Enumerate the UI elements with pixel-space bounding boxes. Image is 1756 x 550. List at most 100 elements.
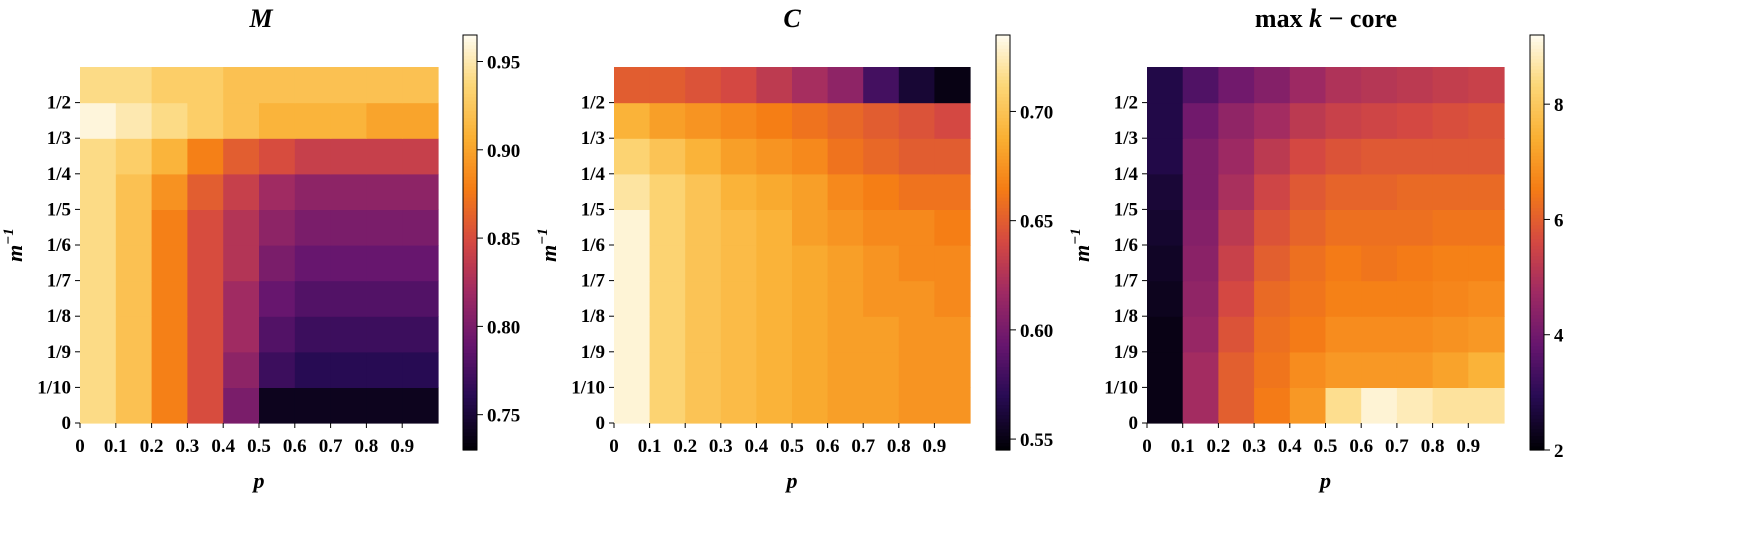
colorbar-segment	[463, 35, 477, 40]
heatmap-cell	[187, 316, 224, 353]
x-tick-label: 0	[75, 436, 85, 457]
heatmap-cell	[223, 316, 260, 353]
colorbar-segment	[1530, 322, 1544, 327]
x-axis-label: p	[1318, 468, 1331, 493]
colorbar-tick-label: 0.90	[487, 141, 520, 162]
colorbar-segment	[996, 294, 1010, 299]
y-tick-label: 1/2	[1114, 93, 1138, 114]
colorbar-segment	[996, 97, 1010, 102]
colorbar-segment	[463, 294, 477, 299]
colorbar-segment	[996, 66, 1010, 71]
heatmap-cell	[1468, 102, 1505, 139]
heatmap-cell	[1182, 102, 1219, 139]
heatmap-cell	[649, 316, 686, 353]
colorbar-segment	[463, 190, 477, 195]
colorbar-segment	[1530, 207, 1544, 212]
colorbar-segment	[1530, 73, 1544, 78]
colorbar-segment	[996, 228, 1010, 233]
heatmap-cell	[366, 102, 403, 139]
colorbar-tick-label: 0.70	[1020, 102, 1053, 123]
heatmap-cell	[1147, 351, 1184, 388]
colorbar-segment	[463, 242, 477, 247]
panel-title-part: max	[1255, 4, 1309, 33]
colorbar-segment	[1530, 138, 1544, 143]
heatmap-cell	[756, 67, 793, 104]
colorbar-segment	[996, 239, 1010, 244]
heatmap-cell	[614, 67, 651, 104]
colorbar-segment	[463, 245, 477, 251]
heatmap-cell	[151, 102, 188, 139]
heatmap-cell	[1468, 387, 1505, 424]
colorbar-segment	[996, 284, 1010, 289]
colorbar-segment	[996, 398, 1010, 403]
colorbar-segment	[463, 166, 477, 171]
heatmap-cell	[1289, 387, 1327, 424]
x-tick-label: 0.2	[1207, 436, 1231, 457]
colorbar-segment	[1530, 100, 1544, 105]
heatmap-cell	[1432, 102, 1469, 139]
heatmap-cell	[223, 351, 260, 388]
heatmap-cell	[685, 173, 722, 210]
heatmap-cell	[1147, 102, 1184, 139]
colorbar-segment	[463, 384, 477, 389]
heatmap-cell	[898, 351, 935, 388]
heatmap-cell	[614, 387, 651, 424]
heatmap-cell	[294, 102, 332, 139]
colorbar-segment	[1530, 121, 1544, 126]
heatmap-cell	[366, 245, 403, 282]
heatmap-cell	[1468, 351, 1505, 388]
colorbar-tick-label: 0.75	[487, 406, 520, 427]
colorbar-segment	[996, 443, 1010, 448]
colorbar-segment	[463, 446, 477, 451]
x-tick-label: 0.8	[355, 436, 379, 457]
x-tick-label: 0.9	[390, 436, 414, 457]
colorbar-segment	[996, 194, 1010, 199]
heatmap-cell	[223, 67, 260, 104]
y-axis-label-sup: −1	[1068, 228, 1084, 245]
heatmap-cell	[1218, 173, 1255, 210]
colorbar-segment	[1530, 249, 1544, 254]
colorbar-segment	[1530, 232, 1544, 237]
colorbar-segment	[1530, 149, 1544, 154]
colorbar-segment	[463, 335, 477, 340]
x-tick-label: 0	[609, 436, 619, 457]
heatmap-cell	[1396, 209, 1434, 246]
colorbar-segment	[463, 415, 477, 420]
colorbar-segment	[996, 159, 1010, 164]
heatmap-cell	[1254, 387, 1291, 424]
y-tick-label: 1/9	[1114, 342, 1138, 363]
colorbar-segment	[996, 124, 1010, 129]
colorbar-segment	[1530, 152, 1544, 157]
colorbar-segment	[996, 62, 1010, 67]
heatmap-cell	[863, 67, 900, 104]
colorbar-segment	[996, 356, 1010, 361]
x-tick-label: 0.7	[1385, 436, 1409, 457]
heatmap-cell	[934, 280, 971, 317]
colorbar-tick-label: 0.85	[487, 229, 520, 250]
colorbar-segment	[1530, 391, 1544, 396]
heatmap-cell	[649, 102, 686, 139]
heatmap-cell	[187, 280, 224, 317]
colorbar-segment	[1530, 145, 1544, 150]
colorbar-segment	[1530, 308, 1544, 313]
colorbar-segment	[1530, 429, 1544, 434]
x-tick-label: 0.9	[923, 436, 947, 457]
colorbar-segment	[463, 235, 477, 240]
colorbar-segment	[996, 370, 1010, 375]
panel-title: max k − core	[1255, 4, 1397, 33]
heatmap-cell	[827, 316, 864, 353]
colorbar-segment	[996, 187, 1010, 192]
colorbar-segment	[1530, 273, 1544, 278]
colorbar-segment	[463, 183, 477, 188]
heatmap-cell	[187, 245, 224, 282]
heatmap-cell	[1361, 351, 1398, 388]
colorbar-segment	[996, 363, 1010, 368]
heatmap-cell	[115, 102, 153, 139]
heatmap-cell	[259, 209, 296, 246]
heatmap-cell	[756, 102, 793, 139]
y-tick-label: 1/3	[1114, 128, 1138, 149]
heatmap-panel-1: 0 0.1 0.2 0.3 0.4 0.5 0.6 0.7 0.8 0.901/101/91/81…	[1, 4, 520, 493]
colorbar-segment	[1530, 315, 1544, 320]
heatmap-cell	[1182, 280, 1219, 317]
colorbar-segment	[996, 391, 1010, 396]
